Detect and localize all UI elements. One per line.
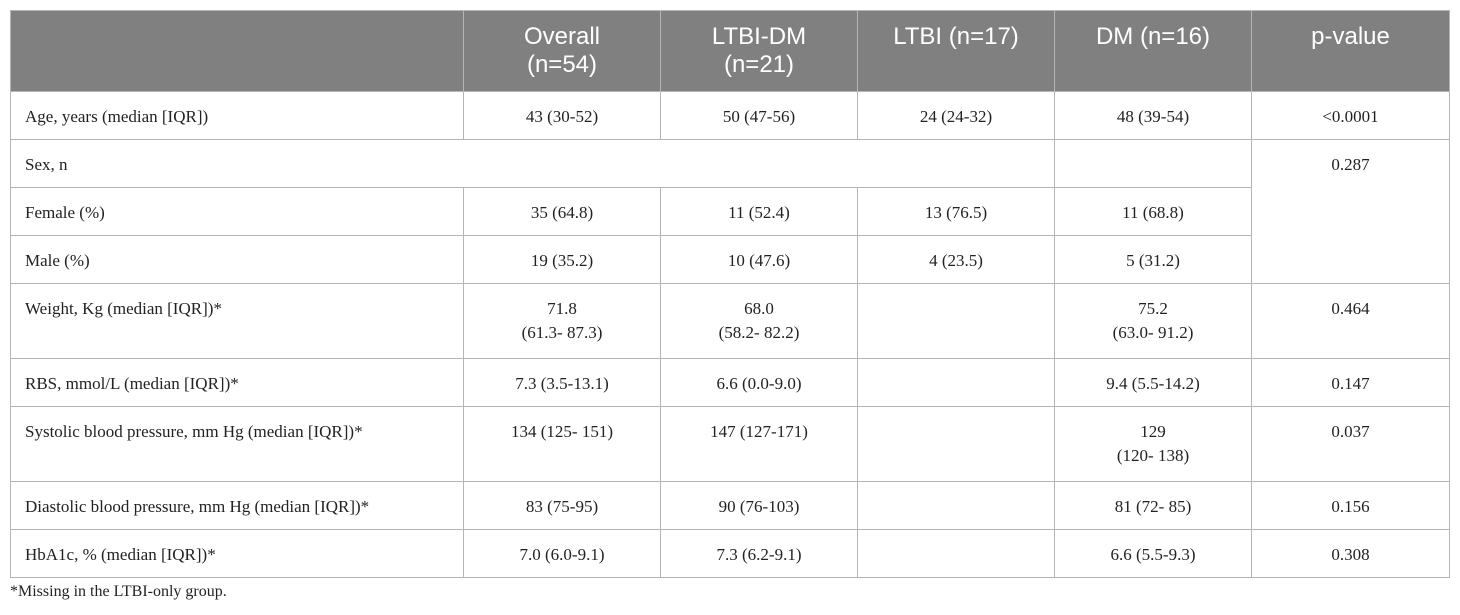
- table-row: Sex, n 0.287: [10, 139, 1450, 284]
- cell-ltbi: 4 (23.5): [857, 235, 1055, 284]
- cell-ltbi: [857, 529, 1055, 578]
- cell-p-value: 0.464: [1251, 283, 1450, 359]
- row-label: Age, years (median [IQR]): [10, 91, 464, 140]
- table-wrapper: Overall (n=54) LTBI-DM (n=21) LTBI (n=17…: [10, 10, 1450, 578]
- cell-dm: 11 (68.8): [1054, 187, 1252, 236]
- table-row: Systolic blood pressure, mm Hg (median […: [10, 406, 1450, 482]
- cell-ltbi-dm: 11 (52.4): [660, 187, 858, 236]
- cell-dm: 9.4 (5.5-14.2): [1054, 358, 1252, 407]
- cell-ltbi-dm: 6.6 (0.0-9.0): [660, 358, 858, 407]
- cell-overall: 35 (64.8): [463, 187, 661, 236]
- cell-dm: 129 (120- 138): [1054, 406, 1252, 482]
- row-label: Weight, Kg (median [IQR])*: [10, 283, 464, 359]
- cell-ltbi: [857, 481, 1055, 530]
- cell-ltbi: [857, 358, 1055, 407]
- header-overall: Overall (n=54): [463, 10, 661, 92]
- cell-dm: 48 (39-54): [1054, 91, 1252, 140]
- cell-overall: 134 (125- 151): [463, 406, 661, 482]
- cell-overall: 7.0 (6.0-9.1): [463, 529, 661, 578]
- header-row: Overall (n=54) LTBI-DM (n=21) LTBI (n=17…: [10, 10, 1450, 92]
- cell-overall: 83 (75-95): [463, 481, 661, 530]
- header-dm: DM (n=16): [1054, 10, 1252, 92]
- header-p-value: p-value: [1251, 10, 1450, 92]
- cell-ltbi-dm: 10 (47.6): [660, 235, 858, 284]
- table-row: Weight, Kg (median [IQR])* 71.8 (61.3- 8…: [10, 283, 1450, 359]
- cell-overall: 19 (35.2): [463, 235, 661, 284]
- cell-overall: 71.8 (61.3- 87.3): [463, 283, 661, 359]
- table-row: RBS, mmol/L (median [IQR])* 7.3 (3.5-13.…: [10, 358, 1450, 407]
- header-ltbi-dm: LTBI-DM (n=21): [660, 10, 858, 92]
- row-label: HbA1c, % (median [IQR])*: [10, 529, 464, 578]
- cell-dm: 81 (72- 85): [1054, 481, 1252, 530]
- table-row: HbA1c, % (median [IQR])* 7.0 (6.0-9.1) 7…: [10, 529, 1450, 578]
- cell-dm: 5 (31.2): [1054, 235, 1252, 284]
- row-label: Diastolic blood pressure, mm Hg (median …: [10, 481, 464, 530]
- table-row: Age, years (median [IQR]) 43 (30-52) 50 …: [10, 91, 1450, 140]
- cell-ltbi-dm: 147 (127-171): [660, 406, 858, 482]
- cell-p-value: 0.156: [1251, 481, 1450, 530]
- row-label: Sex, n: [10, 139, 1055, 188]
- cell-ltbi-dm: 68.0 (58.2- 82.2): [660, 283, 858, 359]
- cell-dm: 75.2 (63.0- 91.2): [1054, 283, 1252, 359]
- row-label: RBS, mmol/L (median [IQR])*: [10, 358, 464, 407]
- cell-p-value: <0.0001: [1251, 91, 1450, 140]
- cell-p-value: 0.308: [1251, 529, 1450, 578]
- table-row: Diastolic blood pressure, mm Hg (median …: [10, 481, 1450, 530]
- row-label: Systolic blood pressure, mm Hg (median […: [10, 406, 464, 482]
- header-ltbi: LTBI (n=17): [857, 10, 1055, 92]
- cell-ltbi: 24 (24-32): [857, 91, 1055, 140]
- cell-p-value: 0.287: [1251, 139, 1450, 284]
- table-row: Male (%) 19 (35.2) 10 (47.6) 4 (23.5) 5 …: [10, 235, 1450, 284]
- cell-overall: 7.3 (3.5-13.1): [463, 358, 661, 407]
- cell-ltbi-dm: 50 (47-56): [660, 91, 858, 140]
- cell-p-value: 0.147: [1251, 358, 1450, 407]
- table-footnote: *Missing in the LTBI-only group.: [10, 583, 227, 600]
- cell-p-value: 0.037: [1251, 406, 1450, 482]
- table-row: Female (%) 35 (64.8) 11 (52.4) 13 (76.5)…: [10, 187, 1450, 236]
- cell-overall: 43 (30-52): [463, 91, 661, 140]
- cell-ltbi: [857, 406, 1055, 482]
- cell-ltbi-dm: 7.3 (6.2-9.1): [660, 529, 858, 578]
- cell-ltbi: [857, 283, 1055, 359]
- characteristics-table: Overall (n=54) LTBI-DM (n=21) LTBI (n=17…: [10, 10, 1450, 578]
- cell-dm: [1054, 139, 1252, 188]
- header-empty: [10, 10, 464, 92]
- row-label: Female (%): [10, 187, 464, 236]
- row-label: Male (%): [10, 235, 464, 284]
- cell-ltbi-dm: 90 (76-103): [660, 481, 858, 530]
- cell-dm: 6.6 (5.5-9.3): [1054, 529, 1252, 578]
- cell-ltbi: 13 (76.5): [857, 187, 1055, 236]
